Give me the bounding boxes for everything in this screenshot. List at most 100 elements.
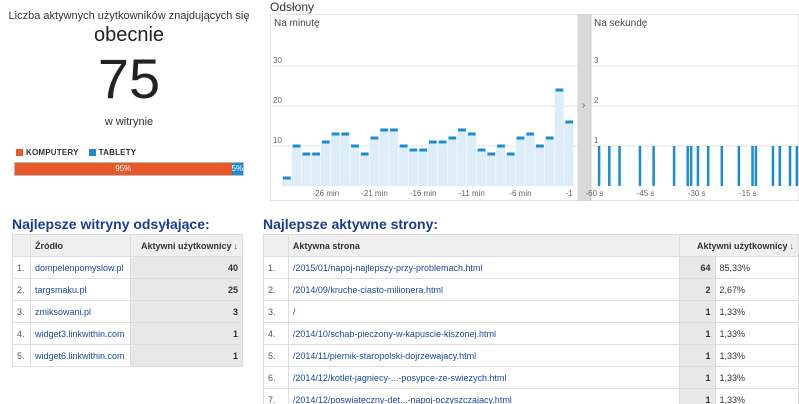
per-second-series: 1 2 3 -60 s -45 s -30 s -15 s	[586, 56, 799, 198]
index-header	[12, 234, 31, 257]
percent-cell: 1,33%	[714, 344, 799, 367]
sort-down-icon[interactable]: ↓	[233, 240, 239, 251]
y-tick-label: 20	[273, 96, 282, 105]
bar[interactable]	[737, 146, 741, 186]
page-link[interactable]: /2015/01/napoj-najlepszy-przy-problemach…	[292, 262, 483, 273]
source-cell: zmiksowani.pl	[30, 300, 131, 323]
bar[interactable]	[754, 146, 758, 186]
x-tick-label: -30 s	[688, 189, 706, 198]
referrers-title: Najlepsze witryny odsyłające:	[12, 216, 210, 232]
bar[interactable]	[795, 146, 799, 186]
page-link[interactable]: /	[292, 306, 296, 317]
sort-down-icon[interactable]: ↓	[789, 240, 795, 251]
bar-cap[interactable]	[458, 128, 466, 132]
desktop-share-segment[interactable]: 95%	[15, 163, 232, 175]
source-link[interactable]: widget3.linkwithin.com	[35, 328, 125, 339]
bar-cap[interactable]	[409, 148, 418, 152]
users-cell: 1	[678, 344, 716, 367]
y-tick-label: 30	[273, 56, 282, 65]
page-link[interactable]: /2014/10/schab-pieczony-w-kapuscie-kiszo…	[292, 328, 496, 339]
bar-cap[interactable]	[448, 136, 457, 140]
splitter-chevron-icon[interactable]: ›	[582, 100, 585, 111]
bar-cap[interactable]	[380, 128, 389, 132]
bar-cap[interactable]	[390, 128, 398, 132]
users-column-header[interactable]: Aktywni użytkownicy ↓	[678, 234, 799, 257]
bar[interactable]	[788, 146, 792, 186]
row-index: 1.	[263, 256, 289, 279]
bar-cap[interactable]	[283, 176, 291, 180]
bar-cap[interactable]	[360, 152, 369, 156]
source-link[interactable]: targsmaku.pl	[35, 284, 87, 295]
tablet-share-segment[interactable]: 5%	[231, 163, 243, 175]
source-column-header[interactable]: Źródło	[30, 234, 131, 257]
bar-fill	[428, 142, 438, 186]
bar-cap[interactable]	[506, 152, 515, 156]
bar-fill	[437, 142, 447, 186]
bar-cap[interactable]	[399, 144, 408, 148]
bar-cap[interactable]	[429, 140, 437, 144]
chart-splitter[interactable]	[578, 14, 591, 201]
bar-cap[interactable]	[526, 132, 535, 136]
bar-cap[interactable]	[292, 144, 301, 148]
bar-cap[interactable]	[487, 152, 496, 156]
bar-cap[interactable]	[370, 136, 379, 140]
pages-header-row: Aktywna strona Aktywni użytkownicy ↓	[263, 234, 799, 257]
tablet-swatch	[88, 149, 96, 156]
y-tick-label: 10	[273, 136, 282, 145]
bar-fill	[457, 130, 467, 186]
bar-cap[interactable]	[302, 152, 311, 156]
bar[interactable]	[672, 146, 676, 186]
x-tick-label: -6 min	[509, 189, 531, 198]
bar[interactable]	[778, 146, 782, 186]
bar[interactable]	[751, 146, 754, 186]
bar-cap[interactable]	[545, 136, 554, 140]
bar[interactable]	[597, 146, 601, 186]
bar[interactable]	[608, 146, 611, 186]
bar-cap[interactable]	[321, 140, 330, 144]
users-cell: 1	[678, 366, 716, 389]
bar-cap[interactable]	[497, 144, 505, 148]
bar[interactable]	[686, 146, 689, 186]
page-link[interactable]: /2014/11/piernik-staropolski-dojrzewajac…	[292, 350, 477, 361]
page-column-header[interactable]: Aktywna strona	[287, 234, 680, 257]
table-row: 5./2014/11/piernik-staropolski-dojrzewaj…	[263, 344, 799, 367]
page-link[interactable]: /2014/09/kruche-ciasto-milionera.html	[292, 284, 443, 295]
page-cell: /2014/09/kruche-ciasto-milionera.html	[287, 278, 680, 301]
bar-fill	[564, 122, 574, 186]
bar-cap[interactable]	[351, 144, 359, 148]
bar[interactable]	[720, 146, 724, 186]
device-share-bar[interactable]: 95% 5%	[14, 162, 244, 176]
bar-cap[interactable]	[467, 132, 476, 136]
page-link[interactable]: /2014/12/kotlet-jagniecy-...-posypce-ze-…	[292, 372, 507, 383]
row-index: 2.	[12, 278, 31, 301]
on-site-label: w witrynie	[104, 116, 154, 128]
users-column-header[interactable]: Aktywni użytkownicy ↓	[130, 234, 243, 257]
bar[interactable]	[696, 146, 700, 186]
bar[interactable]	[652, 146, 655, 186]
bar-cap[interactable]	[565, 120, 573, 124]
bar[interactable]	[638, 146, 642, 186]
x-tick-label: -45 s	[637, 189, 655, 198]
bar[interactable]	[618, 146, 621, 186]
bar[interactable]	[689, 146, 693, 186]
bar-cap[interactable]	[477, 148, 486, 152]
source-link[interactable]: widget6.linkwithin.com	[35, 350, 125, 361]
bar-cap[interactable]	[419, 148, 427, 152]
now-label: obecnie	[93, 24, 165, 46]
bar-cap[interactable]	[341, 132, 350, 136]
bar[interactable]	[771, 146, 775, 186]
source-link[interactable]: zmiksowani.pl	[35, 306, 92, 317]
row-index: 1.	[12, 256, 31, 279]
bar[interactable]	[706, 146, 710, 186]
page-link[interactable]: /2014/12/poswiateczny-det...-napoj-oczys…	[292, 394, 512, 404]
bar-cap[interactable]	[331, 132, 340, 136]
bar-cap[interactable]	[536, 144, 544, 148]
bar-cap[interactable]	[312, 152, 320, 156]
per-minute-label: Na minutę	[274, 18, 320, 29]
row-index: 3.	[12, 300, 31, 323]
bar-cap[interactable]	[438, 140, 447, 144]
page-cell: /2014/11/piernik-staropolski-dojrzewajac…	[287, 344, 680, 367]
bar-cap[interactable]	[516, 136, 525, 140]
source-link[interactable]: dompelenpomyslow.pl	[35, 262, 124, 273]
bar-cap[interactable]	[555, 88, 564, 92]
